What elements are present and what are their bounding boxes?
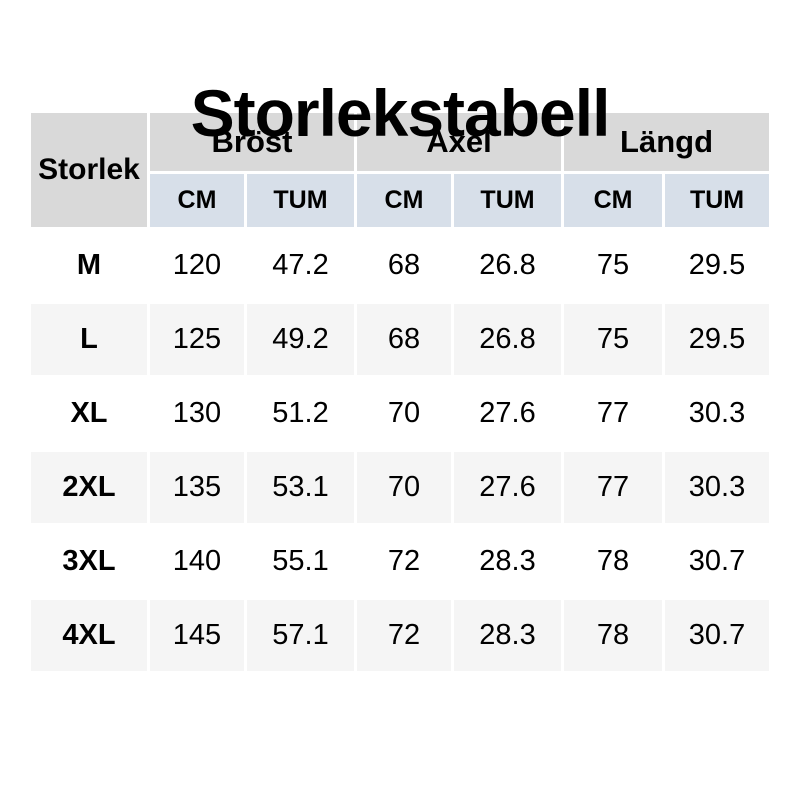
row-size-label: 3XL (62, 545, 116, 577)
unit-header-cm: CM (149, 174, 244, 227)
cell-value: 53.1 (272, 471, 329, 503)
cell-value: 77 (596, 471, 630, 503)
cell-value: 26.8 (479, 249, 536, 281)
cell-value: 68 (387, 323, 421, 355)
size-table: Storlek Bröst Axel Längd CM TUM CM TUM CM TUM… (27, 110, 773, 674)
table-row: 3XL 140 55.1 72 28.3 78 30.7 (30, 526, 770, 597)
cell-value: 49.2 (272, 323, 329, 355)
cell-value: 26.8 (479, 323, 536, 355)
row-size-label: 4XL (62, 619, 116, 651)
cell-value: 55.1 (272, 545, 329, 577)
row-size-label: M (76, 249, 102, 281)
cell-value: 30.3 (688, 471, 746, 503)
cell-value: 29.5 (688, 323, 746, 355)
cell-value: 77 (596, 397, 630, 429)
column-header-storlek: Storlek (30, 113, 147, 227)
table-row: L 125 49.2 68 26.8 75 29.5 (30, 304, 770, 375)
cell-value: 57.1 (272, 619, 329, 651)
group-header-row: Storlek Bröst Axel Längd (30, 113, 770, 227)
cell-value: 72 (387, 545, 421, 577)
cell-value: 78 (596, 545, 630, 577)
row-size-label: XL (70, 397, 108, 429)
cell-value: 75 (596, 249, 630, 281)
cell-value: 70 (387, 471, 421, 503)
column-group-axel: Axel (357, 113, 562, 171)
cell-value: 30.7 (688, 619, 746, 651)
cell-value: 28.3 (479, 545, 536, 577)
row-size-label: 2XL (62, 471, 116, 503)
unit-header-cm: CM (357, 174, 451, 227)
cell-value: 70 (387, 397, 421, 429)
row-size-label: L (80, 323, 98, 355)
table-row: M 120 47.2 68 26.8 75 29.5 (30, 230, 770, 301)
column-group-brost: Bröst (149, 113, 354, 171)
unit-header-row: CM TUM CM TUM CM TUM (31, 174, 770, 227)
cell-value: 75 (596, 323, 630, 355)
cell-value: 130 (172, 397, 222, 429)
table-row: 2XL 135 53.1 70 27.6 77 30.3 (30, 452, 770, 523)
page-title: Storlekstabell (190, 76, 611, 150)
cell-value: 120 (172, 249, 222, 281)
cell-value: 78 (596, 619, 630, 651)
cell-value: 145 (172, 619, 222, 651)
unit-header-cm: CM (564, 174, 663, 227)
cell-value: 27.6 (479, 397, 536, 429)
cell-value: 135 (172, 471, 222, 503)
cell-value: 30.3 (688, 397, 746, 429)
column-group-langd: Längd (564, 113, 770, 171)
unit-header-tum: TUM (665, 174, 770, 227)
cell-value: 29.5 (688, 249, 746, 281)
table-row: XL 130 51.2 70 27.6 77 30.3 (30, 378, 770, 449)
unit-header-tum: TUM (246, 174, 354, 227)
unit-header-tum: TUM (454, 174, 562, 227)
cell-value: 140 (172, 545, 222, 577)
size-table-body: M 120 47.2 68 26.8 75 29.5 L 125 49.2 68 26.8 75 29.5… (30, 230, 770, 671)
cell-value: 72 (387, 619, 421, 651)
cell-value: 27.6 (479, 471, 536, 503)
size-table-header: Storlek Bröst Axel Längd CM TUM CM TUM CM TUM (30, 113, 770, 227)
cell-value: 125 (172, 323, 222, 355)
cell-value: 47.2 (272, 249, 329, 281)
cell-value: 68 (387, 249, 421, 281)
cell-value: 30.7 (688, 545, 746, 577)
table-row: 4XL 145 57.1 72 28.3 78 30.7 (30, 600, 770, 671)
cell-value: 28.3 (479, 619, 536, 651)
cell-value: 51.2 (272, 397, 329, 429)
